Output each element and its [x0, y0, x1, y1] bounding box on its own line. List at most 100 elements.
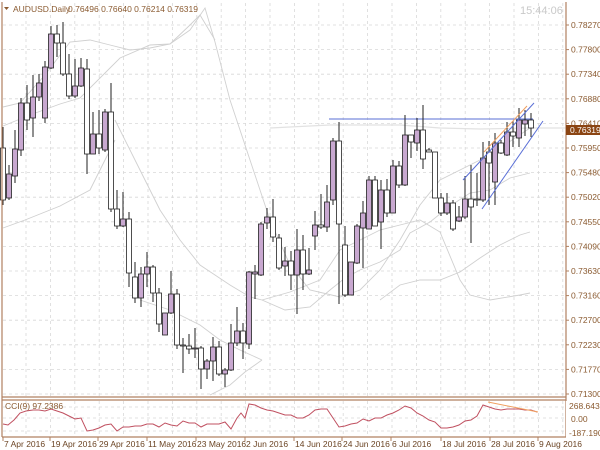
candle	[222, 368, 228, 387]
candle	[54, 25, 60, 57]
candle	[36, 74, 42, 101]
candle	[462, 176, 468, 219]
time-tick-label: 6 Jul 2016	[392, 439, 431, 449]
candle	[18, 98, 24, 156]
candle	[384, 179, 390, 217]
candle	[366, 176, 372, 230]
candle	[156, 288, 162, 332]
candle	[264, 208, 270, 229]
time-tick-label: 14 Jun 2016	[295, 439, 342, 449]
candle	[198, 346, 204, 389]
price-tick-label: 0.76410	[571, 118, 600, 128]
server-clock: 15:44:06	[520, 5, 563, 17]
chart-header: AUDUSD.Daily 0.76496 0.76640 0.76214 0.7…	[4, 4, 563, 17]
candle	[216, 341, 222, 376]
candlestick-series	[0, 22, 534, 389]
candle	[336, 122, 342, 304]
candle	[78, 58, 84, 87]
time-tick-label: 11 May 2016	[148, 439, 197, 449]
candle	[192, 328, 198, 358]
candle	[330, 138, 336, 205]
candle	[126, 212, 132, 287]
candle	[180, 338, 186, 373]
cci-indicator-label: CCI(9) 97.2386	[5, 401, 63, 411]
candle	[72, 59, 78, 98]
candle	[438, 193, 444, 216]
candle	[12, 130, 18, 183]
candle	[282, 247, 288, 276]
trend-channel-lines[interactable]	[462, 102, 544, 210]
candle	[144, 252, 150, 287]
candle	[84, 59, 90, 174]
price-tick-label: 0.72700	[571, 315, 600, 325]
price-tick-label: 0.74550	[571, 217, 600, 227]
candle	[108, 83, 114, 212]
candle	[498, 140, 504, 154]
candle	[372, 176, 378, 227]
candle	[0, 127, 6, 205]
time-tick-label: 9 Aug 2016	[539, 439, 582, 449]
current-price-tag: 0.76319	[566, 125, 600, 135]
symbol-title: AUDUSD.Daily	[13, 4, 71, 14]
candle	[162, 312, 168, 336]
candle	[390, 160, 396, 214]
candle	[354, 224, 360, 264]
candle	[522, 110, 528, 136]
candle	[456, 206, 462, 222]
candle	[408, 134, 414, 158]
candle	[426, 148, 432, 153]
candle	[258, 222, 264, 276]
price-tick-label: 0.72230	[571, 340, 600, 350]
candle	[102, 109, 108, 152]
price-tick-label: 0.75020	[571, 192, 600, 202]
candle	[30, 75, 36, 137]
dropdown-triangle-icon[interactable]	[4, 7, 9, 10]
time-tick-label: 18 Jul 2016	[442, 439, 486, 449]
candle	[432, 151, 438, 199]
chart-frame	[1, 2, 567, 438]
candle	[300, 235, 306, 290]
candle	[174, 289, 180, 349]
price-tick-label: 0.71770	[571, 364, 600, 374]
candle	[6, 165, 12, 200]
candle	[396, 161, 402, 188]
candle	[378, 180, 384, 249]
candle	[270, 199, 276, 242]
price-tick-label: 0.77800	[571, 45, 600, 55]
candle	[420, 105, 426, 169]
price-tick-label: 0.76880	[571, 94, 600, 104]
candle	[150, 265, 156, 302]
candle	[276, 234, 282, 270]
candle	[252, 265, 258, 299]
cci-panel	[2, 401, 600, 437]
candle	[528, 113, 534, 137]
current-price-label: 0.76319	[570, 125, 600, 135]
candle	[210, 337, 216, 381]
candle	[240, 323, 246, 359]
candle	[138, 267, 144, 307]
ohlc-values: 0.76496 0.76640 0.76214 0.76319	[68, 4, 198, 14]
candle	[120, 192, 126, 227]
candle	[60, 22, 66, 76]
candle	[306, 248, 312, 275]
time-tick-label: 24 Jun 2016	[343, 439, 390, 449]
candle	[168, 271, 174, 314]
candle	[96, 110, 102, 154]
candle	[312, 211, 318, 250]
candle	[324, 185, 330, 232]
candle	[114, 190, 120, 229]
price-tick-label: 0.73630	[571, 266, 600, 276]
candle	[90, 112, 96, 155]
time-tick-label: 19 Apr 2016	[51, 439, 97, 449]
candle	[414, 118, 420, 151]
candle	[474, 173, 480, 206]
candle	[186, 334, 192, 354]
cci-axis-max: 268.6439	[569, 401, 600, 411]
price-tick-label: 0.71300	[571, 389, 600, 399]
time-axis: 7 Apr 2016 19 Apr 2016 29 Apr 2016 11 May 2…	[2, 437, 582, 449]
price-tick-label: 0.74090	[571, 241, 600, 251]
price-axis: 0.78270 0.77800 0.77340 0.76880 0.76410 0.759…	[566, 20, 600, 399]
candle	[24, 85, 30, 130]
candle	[360, 201, 366, 268]
